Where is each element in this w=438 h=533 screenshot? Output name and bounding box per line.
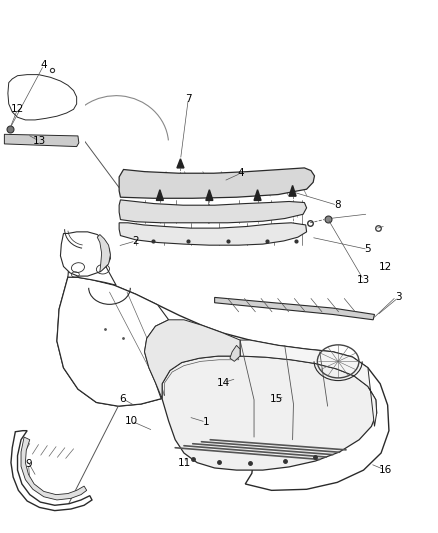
Text: 13: 13 xyxy=(357,275,370,285)
Polygon shape xyxy=(206,190,213,200)
Text: 10: 10 xyxy=(125,416,138,426)
Text: 5: 5 xyxy=(364,245,371,254)
Polygon shape xyxy=(162,356,377,470)
Polygon shape xyxy=(145,320,240,399)
Polygon shape xyxy=(177,159,184,168)
Polygon shape xyxy=(119,200,307,223)
Text: 14: 14 xyxy=(217,378,230,387)
Text: 4: 4 xyxy=(237,168,244,178)
Text: 6: 6 xyxy=(119,394,126,403)
Polygon shape xyxy=(21,437,87,500)
Polygon shape xyxy=(8,75,77,120)
Polygon shape xyxy=(97,235,110,272)
Polygon shape xyxy=(156,190,163,200)
Text: 12: 12 xyxy=(379,262,392,271)
Text: 3: 3 xyxy=(395,293,402,302)
Text: 13: 13 xyxy=(33,136,46,146)
Text: 11: 11 xyxy=(177,458,191,467)
Polygon shape xyxy=(68,256,116,285)
Text: 2: 2 xyxy=(132,236,139,246)
Polygon shape xyxy=(215,297,374,320)
Polygon shape xyxy=(4,134,79,147)
Text: 9: 9 xyxy=(25,459,32,469)
Bar xyxy=(4,68,85,151)
Polygon shape xyxy=(60,232,110,276)
Polygon shape xyxy=(119,168,314,198)
Polygon shape xyxy=(11,431,92,511)
Polygon shape xyxy=(57,277,169,406)
Text: 7: 7 xyxy=(185,94,192,103)
Text: 16: 16 xyxy=(379,465,392,475)
Polygon shape xyxy=(119,223,307,245)
Polygon shape xyxy=(230,345,240,361)
Text: 1: 1 xyxy=(202,417,209,427)
Polygon shape xyxy=(289,185,296,196)
Polygon shape xyxy=(240,340,377,426)
Polygon shape xyxy=(57,277,389,490)
Text: 12: 12 xyxy=(11,104,24,114)
Text: 8: 8 xyxy=(334,200,341,210)
Text: 15: 15 xyxy=(269,394,283,403)
Text: 4: 4 xyxy=(40,60,47,70)
Polygon shape xyxy=(254,190,261,200)
